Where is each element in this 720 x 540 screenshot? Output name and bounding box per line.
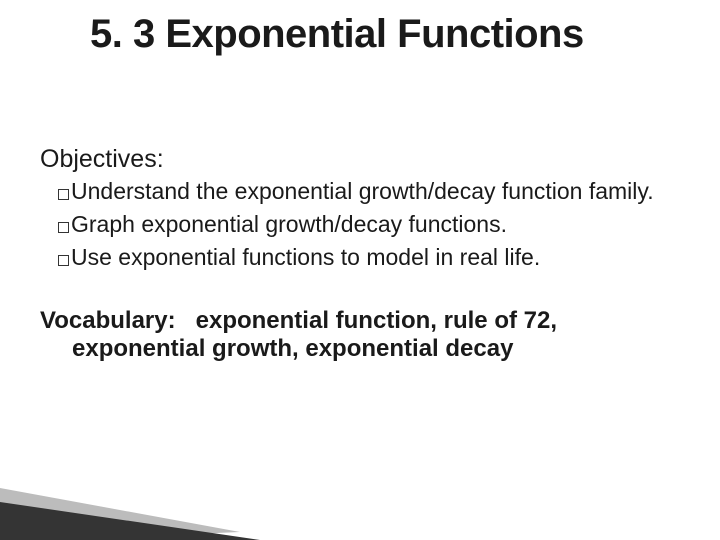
checkbox-icon <box>58 255 69 266</box>
objectives-list: Understand the exponential growth/decay … <box>58 176 680 273</box>
objective-text: Graph exponential growth/decay functions… <box>71 211 507 237</box>
objective-text: Use exponential functions to model in re… <box>71 244 540 270</box>
corner-accent-icon <box>0 470 260 540</box>
checkbox-icon <box>58 189 69 200</box>
slide: 5. 3 Exponential Functions Objectives: U… <box>0 0 720 540</box>
slide-body: Objectives: Understand the exponential g… <box>40 145 680 363</box>
objective-item: Graph exponential growth/decay functions… <box>58 209 680 240</box>
checkbox-icon <box>58 222 69 233</box>
accent-wedge-dark <box>0 502 260 540</box>
vocabulary-terms-line2: exponential growth, exponential decay <box>72 335 680 363</box>
objective-text: Understand the exponential growth/decay … <box>71 178 654 204</box>
vocabulary-block: Vocabulary: exponential function, rule o… <box>40 307 680 363</box>
objective-item: Understand the exponential growth/decay … <box>58 176 680 207</box>
objectives-heading: Objectives: <box>40 145 680 174</box>
slide-title: 5. 3 Exponential Functions <box>90 12 680 57</box>
vocabulary-label: Vocabulary: <box>40 307 176 334</box>
vocabulary-terms-line1: exponential function, rule of 72, <box>182 307 557 334</box>
objective-item: Use exponential functions to model in re… <box>58 242 680 273</box>
accent-wedge-light <box>0 488 240 540</box>
